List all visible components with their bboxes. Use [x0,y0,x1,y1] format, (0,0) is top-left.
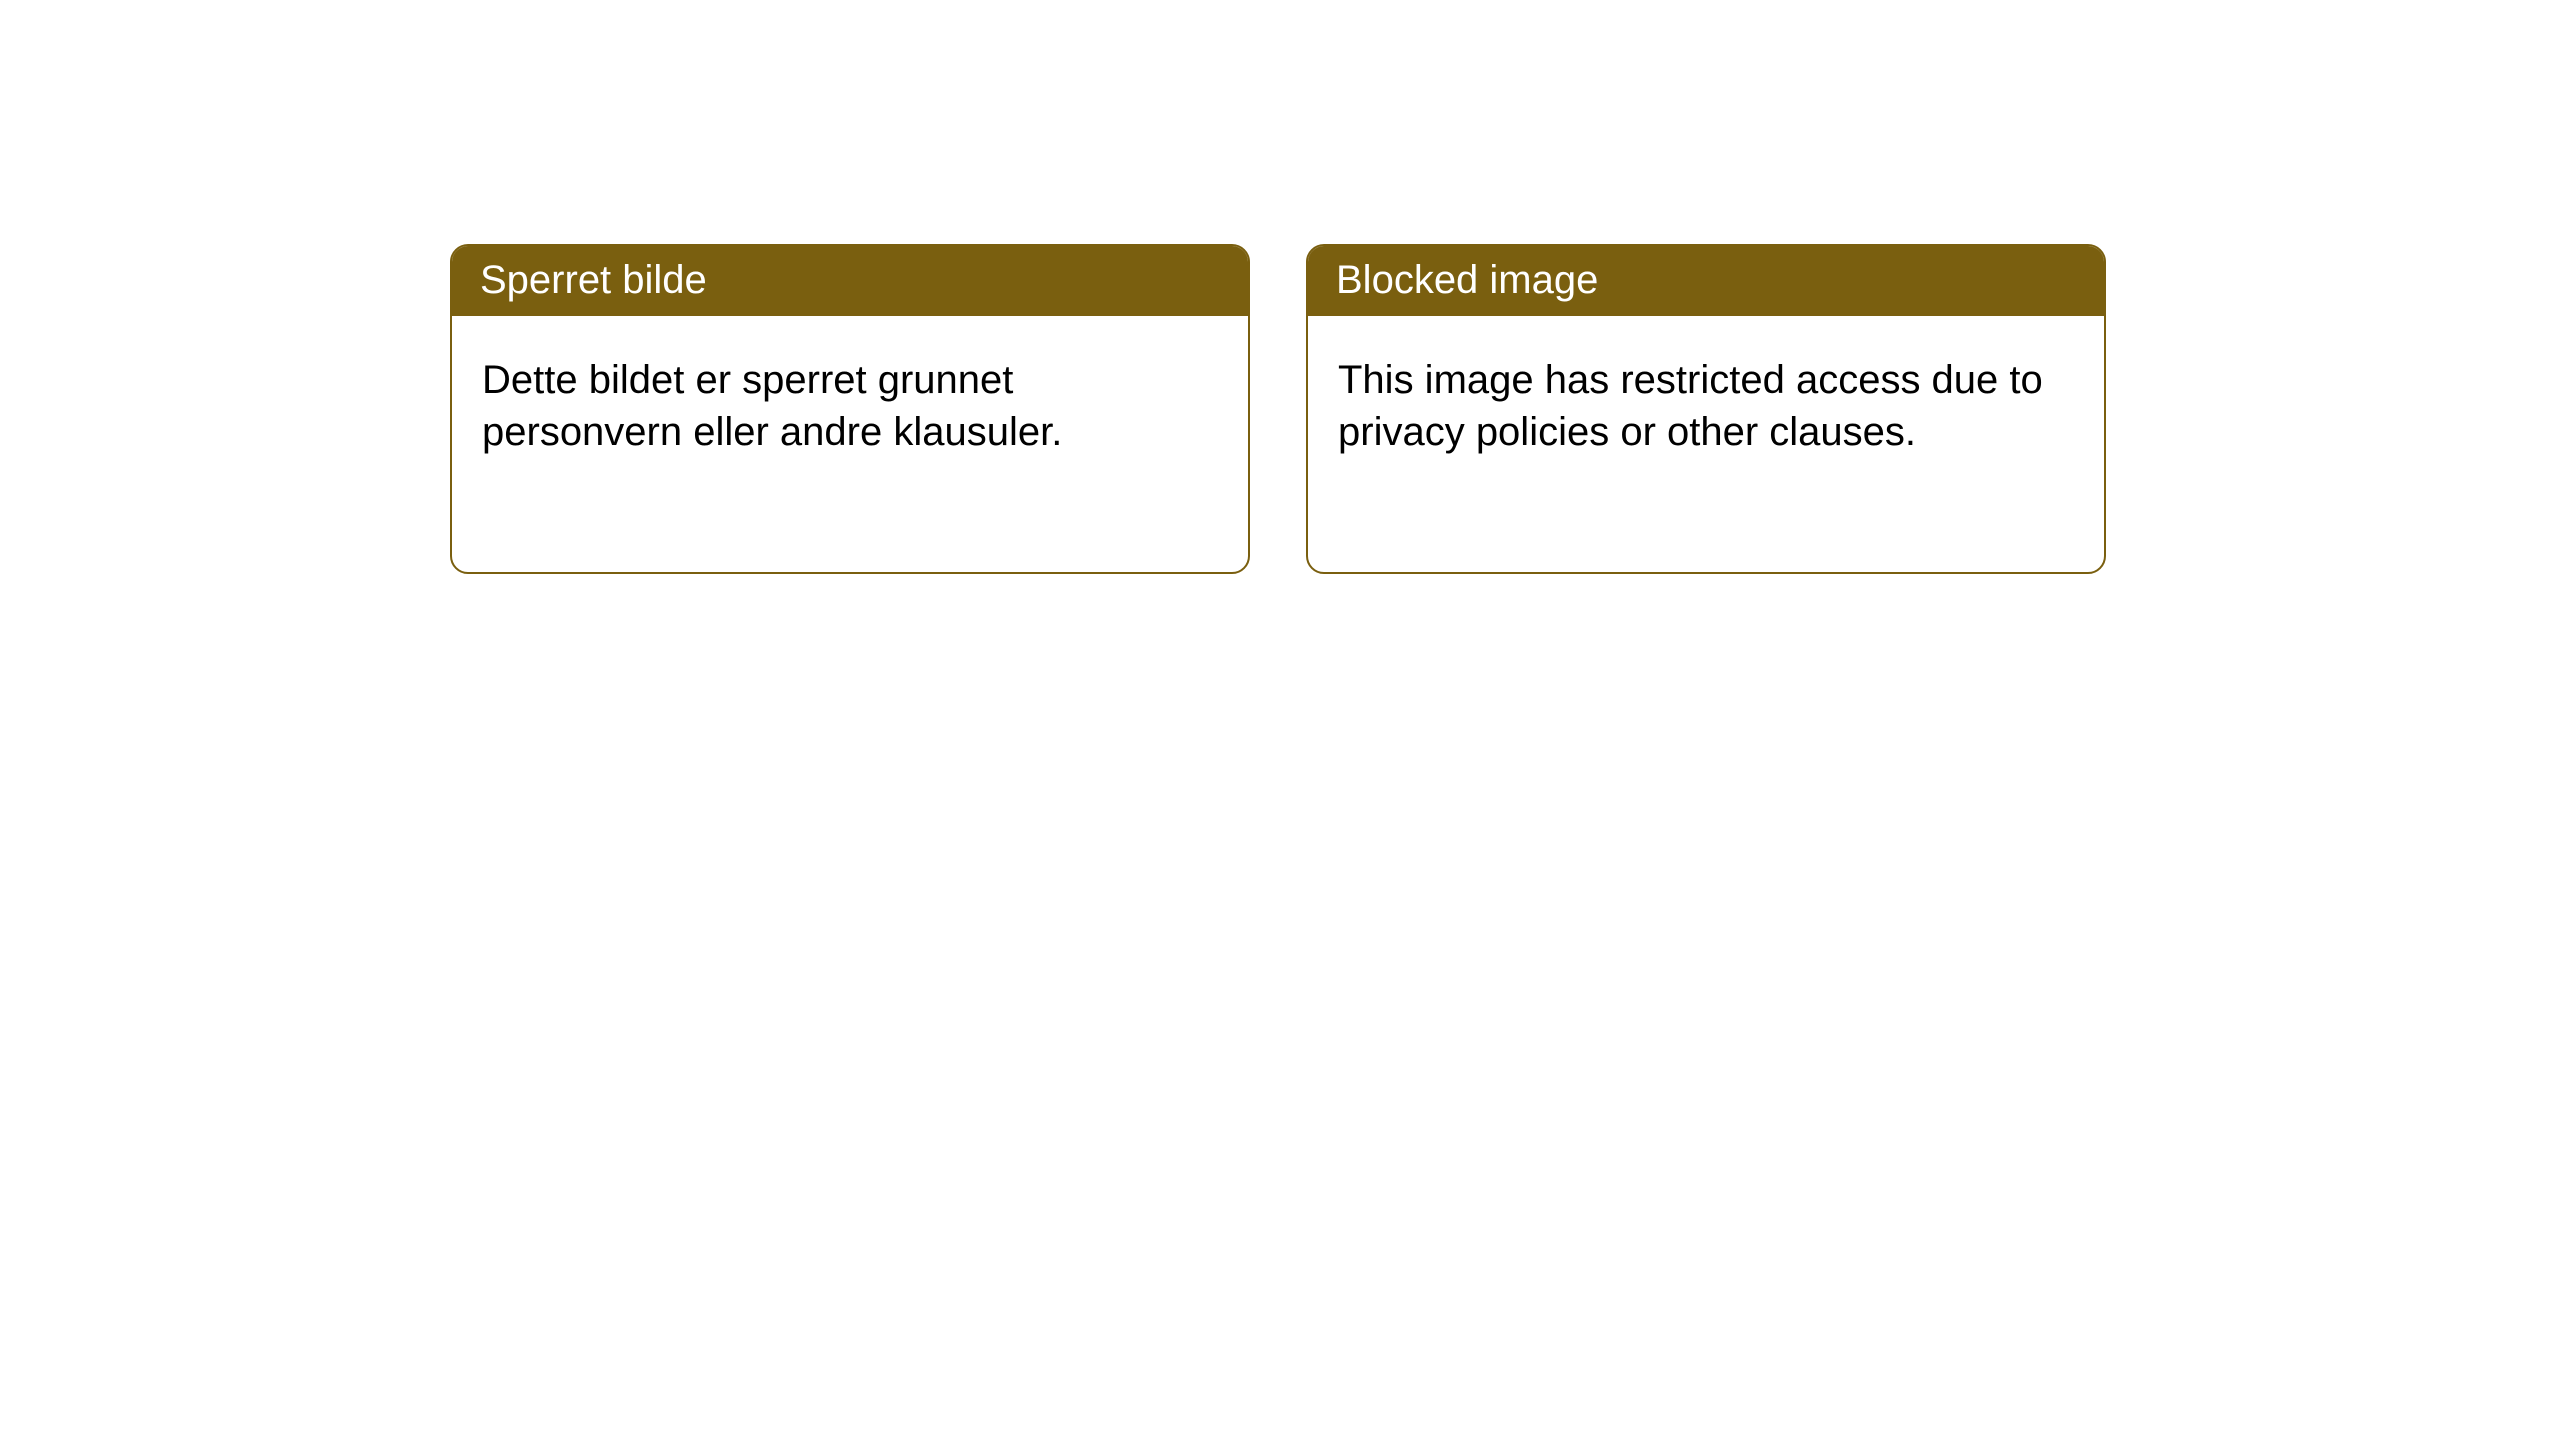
card-body-norwegian: Dette bildet er sperret grunnet personve… [452,316,1248,488]
blocked-image-card-english: Blocked image This image has restricted … [1306,244,2106,574]
card-header-english: Blocked image [1308,246,2104,316]
blocked-image-card-norwegian: Sperret bilde Dette bildet er sperret gr… [450,244,1250,574]
notice-container: Sperret bilde Dette bildet er sperret gr… [0,0,2560,574]
card-header-norwegian: Sperret bilde [452,246,1248,316]
card-body-english: This image has restricted access due to … [1308,316,2104,488]
